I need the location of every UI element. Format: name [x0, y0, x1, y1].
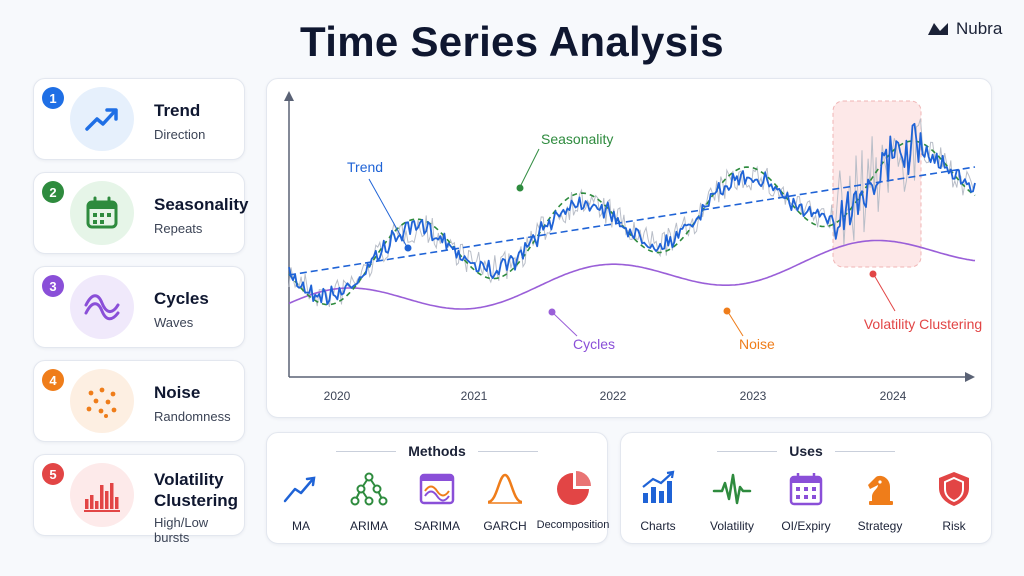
- component-card-cycles: 3 Cycles Waves: [33, 266, 245, 348]
- cycles-label: Cycles: [573, 336, 615, 352]
- method-arima: ARIMA: [336, 469, 402, 533]
- method-label: ARIMA: [349, 519, 388, 533]
- bars-icon: [70, 463, 134, 527]
- component-name: Seasonality: [154, 195, 249, 214]
- component-desc: Randomness: [154, 409, 231, 424]
- method-label: Decomposition: [536, 519, 610, 531]
- seasonality-label: Seasonality: [541, 131, 613, 147]
- trend-callout-dot: [404, 244, 412, 252]
- use-label: Risk: [942, 519, 966, 533]
- brand-logo: Nubra: [926, 18, 1002, 40]
- component-card-noise: 4 Noise Randomness: [33, 360, 245, 442]
- use-label: Strategy: [857, 519, 903, 533]
- pulse-icon: [712, 473, 752, 505]
- line-up-icon: [283, 476, 316, 503]
- component-name: Cycles: [154, 289, 209, 308]
- use-label: OI/Expiry: [781, 519, 831, 533]
- component-name: Volatility Clustering: [154, 470, 239, 510]
- method-label: MA: [292, 519, 310, 533]
- divider: [477, 450, 538, 452]
- divider: [834, 450, 895, 452]
- trend-callout-line: [368, 178, 408, 248]
- volatility-callout-dot: [869, 270, 877, 278]
- year-tick: 2021: [461, 389, 488, 403]
- year-tick: 2024: [880, 389, 907, 403]
- method-label: GARCH: [483, 519, 527, 533]
- calendar-grid-icon: [789, 473, 823, 506]
- divider: [717, 450, 778, 452]
- use-risk: Risk: [921, 469, 987, 533]
- methods-header: Methods: [267, 443, 607, 459]
- component-number: 3: [42, 275, 64, 297]
- component-card-seasonality: 2 Seasonality Repeats: [33, 172, 249, 254]
- main-series: [288, 122, 976, 305]
- y-axis-arrow: [284, 91, 294, 101]
- cycles-series: [288, 239, 976, 310]
- time-series-chart-card: Trend Seasonality Cycles Noise Volatilit…: [266, 78, 992, 418]
- divider: [336, 450, 397, 452]
- bar-chart-icon: [642, 470, 675, 503]
- method-ma: MA: [268, 469, 334, 533]
- noise-label: Noise: [739, 336, 775, 352]
- trend-line: [288, 166, 976, 276]
- volatility-callout-line: [873, 274, 896, 312]
- component-number: 2: [42, 181, 64, 203]
- year-tick: 2020: [324, 389, 351, 403]
- noise-callout-line: [727, 311, 744, 337]
- chess-knight-icon: [868, 475, 893, 505]
- method-garch: GARCH: [472, 469, 538, 533]
- trend-label: Trend: [347, 159, 383, 175]
- bell-curve-icon: [487, 473, 523, 504]
- use-strategy: Strategy: [847, 469, 913, 533]
- pie-icon: [557, 471, 591, 505]
- component-number: 4: [42, 369, 64, 391]
- component-desc: Direction: [154, 127, 206, 142]
- brand-name: Nubra: [956, 19, 1003, 38]
- component-name: Trend: [154, 101, 201, 120]
- year-tick: 2022: [600, 389, 627, 403]
- component-name: Noise: [154, 383, 201, 402]
- wave-calendar-icon: [419, 473, 455, 505]
- method-decomposition: Decomposition: [537, 469, 609, 533]
- wave-icon: [70, 275, 134, 339]
- uses-title: Uses: [789, 443, 823, 459]
- cycles-callout-dot: [548, 308, 556, 316]
- nubra-logo-icon: [928, 23, 948, 35]
- uses-panel: Uses Charts Volatility OI/Expiry Strateg…: [620, 432, 992, 544]
- component-desc: High/Low bursts: [154, 515, 209, 545]
- page-title: Time Series Analysis: [300, 18, 724, 65]
- volatility-label: Volatility Clustering: [864, 316, 982, 332]
- year-tick: 2023: [740, 389, 767, 403]
- network-icon: [350, 472, 388, 506]
- use-charts: Charts: [625, 469, 691, 533]
- trend-up-icon: [70, 87, 134, 151]
- use-label: Charts: [640, 519, 676, 533]
- component-card-trend: 1 Trend Direction: [33, 78, 245, 160]
- use-label: Volatility: [709, 519, 755, 533]
- component-number: 1: [42, 87, 64, 109]
- method-sarima: SARIMA: [404, 469, 470, 533]
- component-desc: Waves: [154, 315, 194, 330]
- time-series-chart: Trend Seasonality Cycles Noise Volatilit…: [284, 91, 982, 403]
- method-label: SARIMA: [413, 519, 460, 533]
- component-desc: Repeats: [154, 221, 203, 236]
- methods-title: Methods: [408, 443, 466, 459]
- seasonality-callout-line: [519, 148, 540, 188]
- use-oi-expiry: OI/Expiry: [773, 469, 839, 533]
- noise-callout-dot: [723, 307, 731, 315]
- calendar-icon: [70, 181, 134, 245]
- component-number: 5: [42, 463, 64, 485]
- dots-icon: [70, 369, 134, 433]
- uses-header: Uses: [621, 443, 991, 459]
- methods-panel: Methods MA ARIMA SARIMA GARCH Decomposit…: [266, 432, 609, 544]
- use-volatility: Volatility: [699, 469, 765, 533]
- shield-icon: [939, 472, 969, 506]
- cycles-callout-line: [552, 312, 578, 337]
- x-axis-arrow: [965, 372, 975, 382]
- seasonality-callout-dot: [516, 184, 524, 192]
- volatility-label-line: Volatility Clustering: [864, 316, 982, 332]
- component-card-volatility: 5 Volatility Clustering High/Low bursts: [33, 454, 245, 545]
